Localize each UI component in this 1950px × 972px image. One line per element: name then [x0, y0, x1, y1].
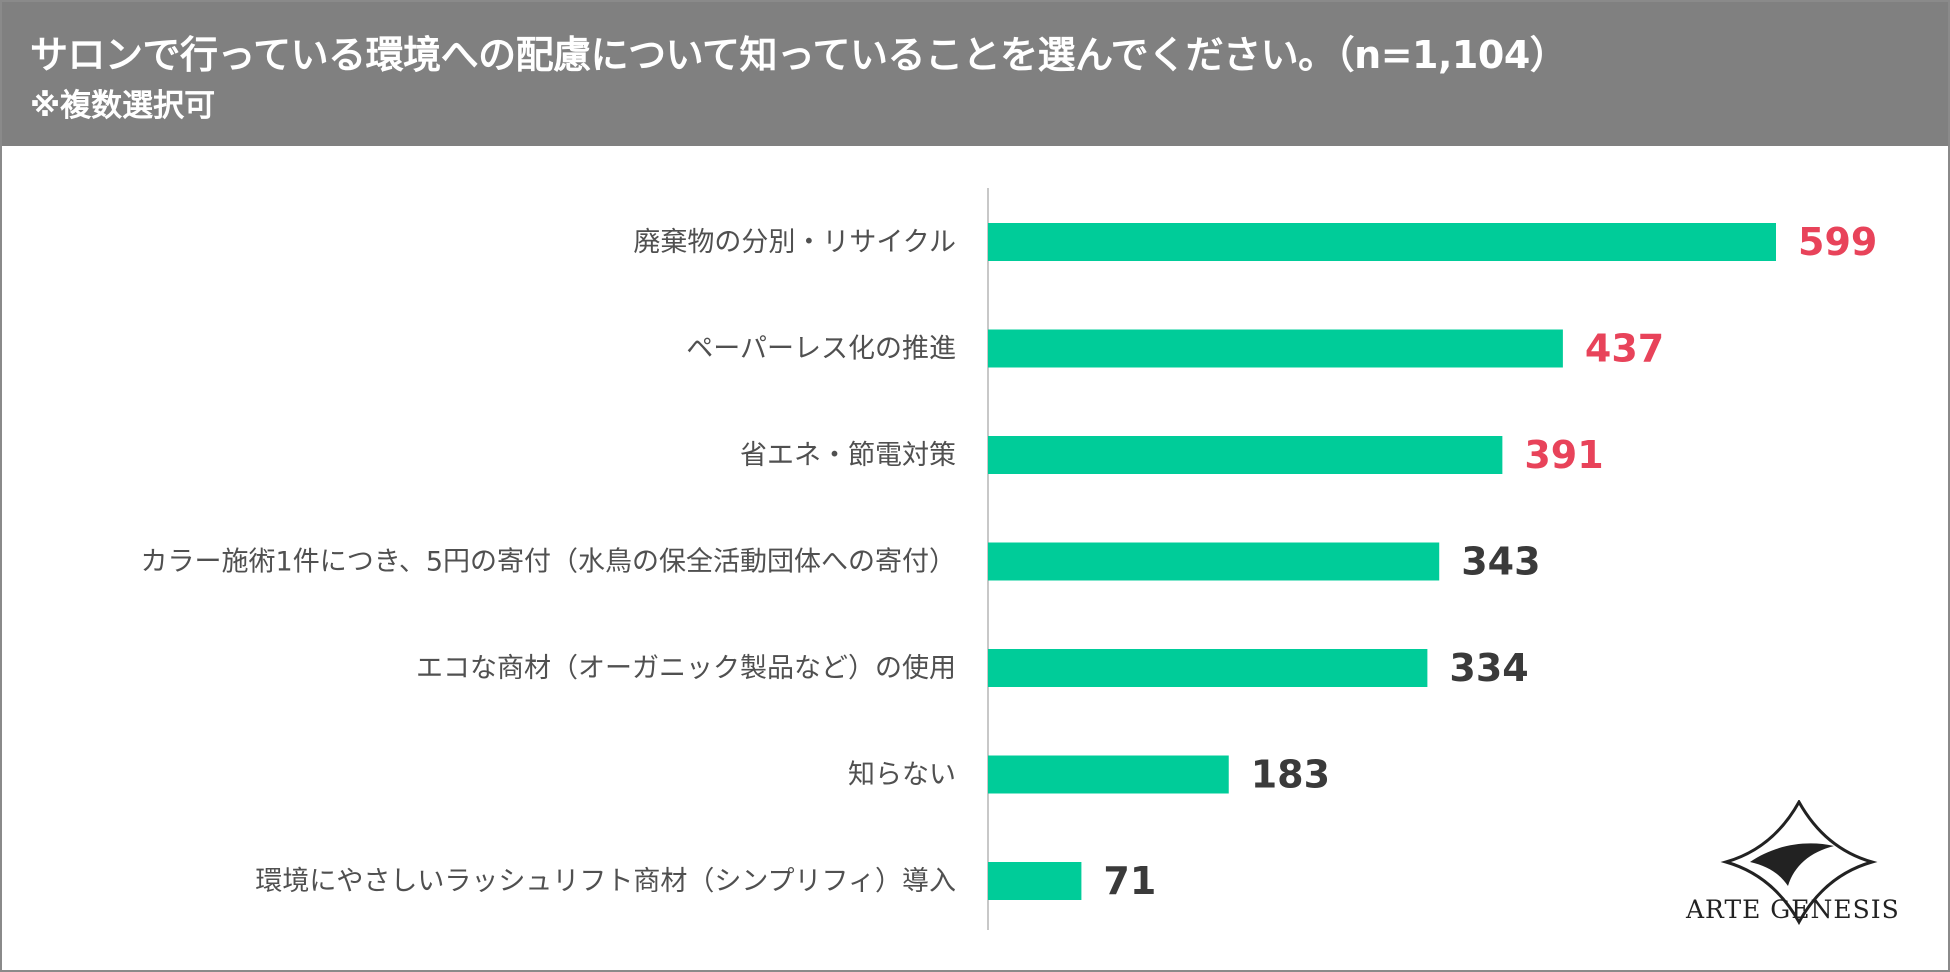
bar: [988, 862, 1082, 900]
header-bar: サロンで行っている環境への配慮について知っていることを選んでください。（n=1,…: [2, 2, 1948, 146]
bar: [988, 223, 1776, 261]
bar: [988, 649, 1428, 687]
category-label: 廃棄物の分別・リサイクル: [633, 227, 956, 258]
arte-genesis-logo-icon: [1720, 800, 1878, 926]
bar: [988, 436, 1503, 474]
chart-title: サロンで行っている環境への配慮について知っていることを選んでください。（n=1,…: [30, 33, 1568, 77]
category-label: 省エネ・節電対策: [740, 440, 956, 471]
category-label: エコな商材（オーガニック製品など）の使用: [416, 653, 956, 684]
value-label: 599: [1798, 220, 1877, 264]
bar: [988, 329, 1563, 368]
value-label: 71: [1103, 859, 1156, 903]
value-label: 391: [1524, 433, 1603, 477]
value-label: 183: [1251, 753, 1330, 797]
value-label: 334: [1449, 646, 1528, 690]
brand-name: ARTE GENESIS: [1686, 895, 1900, 924]
value-label: 437: [1585, 327, 1664, 371]
bar: [988, 755, 1229, 794]
bar: [988, 542, 1440, 581]
category-label: ペーパーレス化の推進: [686, 334, 956, 365]
category-label: 知らない: [848, 760, 956, 791]
chart-subtitle: ※複数選択可: [30, 88, 216, 124]
value-label: 343: [1461, 540, 1540, 584]
category-label: 環境にやさしいラッシュリフト商材（シンプリフィ）導入: [255, 866, 956, 897]
category-label: カラー施術1件につき、5円の寄付（水鳥の保全活動団体への寄付）: [141, 547, 956, 578]
